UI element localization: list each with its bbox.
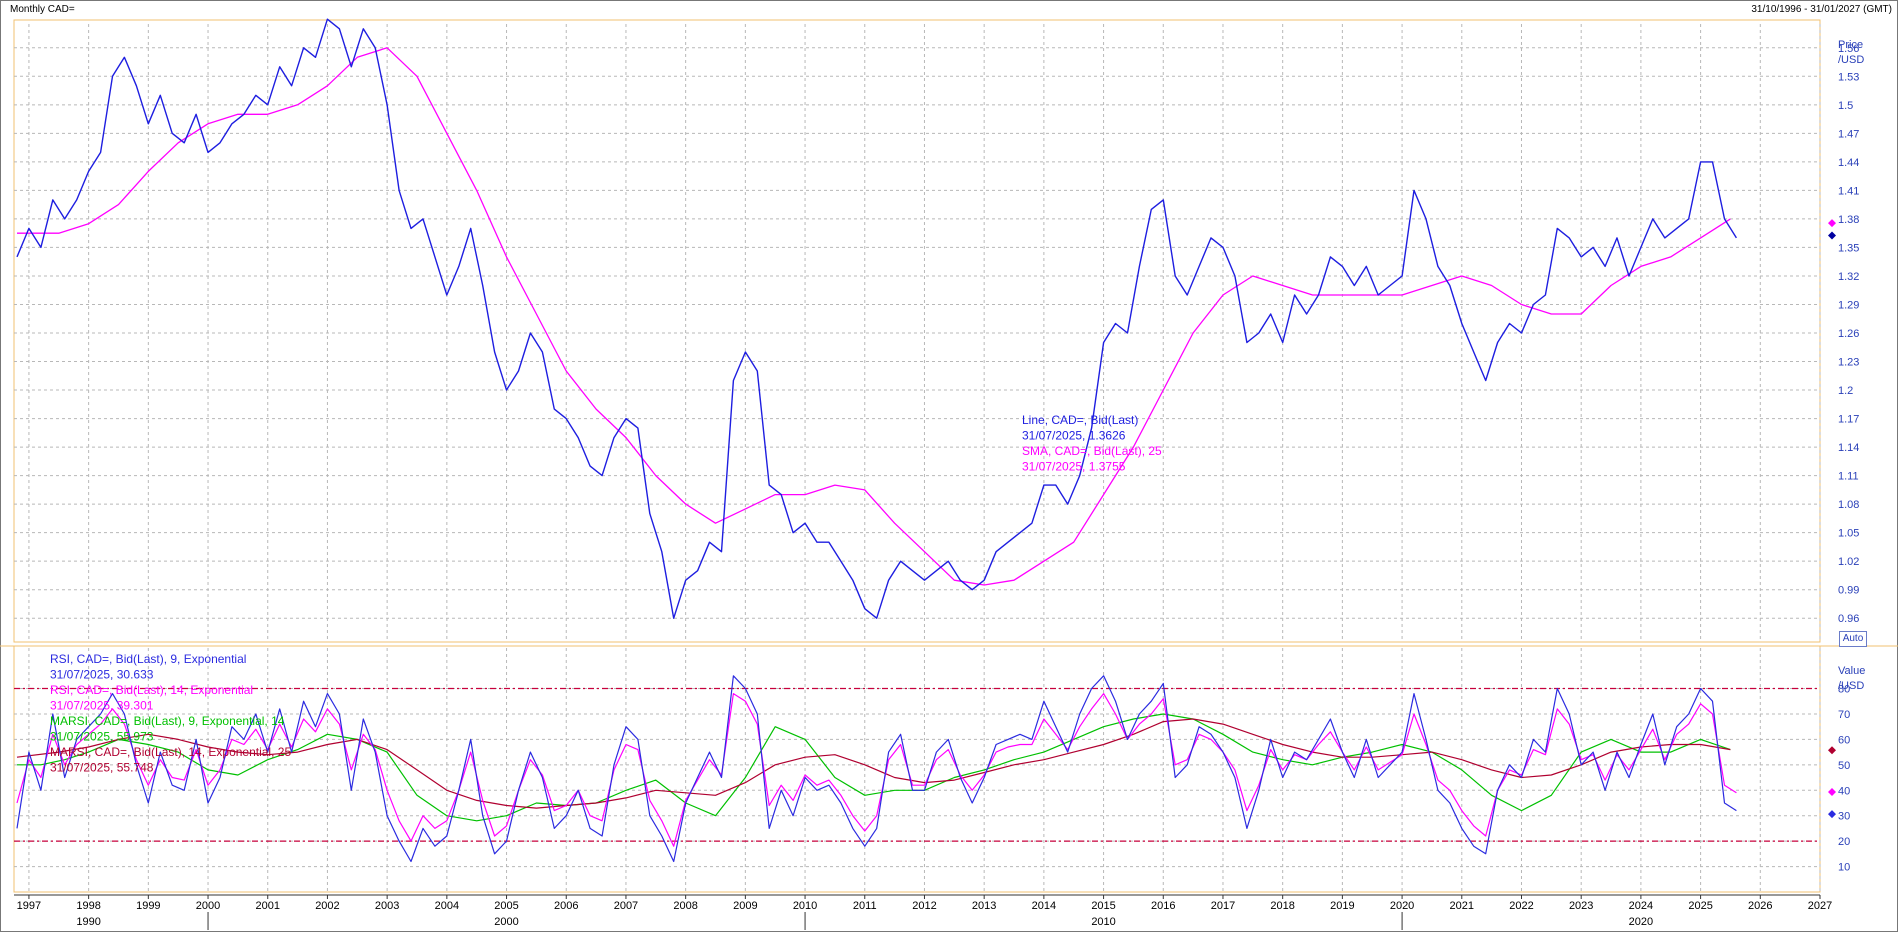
price-tick-label: 1.47 <box>1838 128 1859 140</box>
price-legend-entry: Line, CAD=, Bid(Last) <box>1022 413 1138 427</box>
indicator-legend-entry: RSI, CAD=, Bid(Last), 9, Exponential <box>50 652 246 666</box>
indicator-tick-label: 70 <box>1838 709 1850 721</box>
auto-scale-button[interactable]: Auto <box>1839 631 1867 647</box>
price-axis-label: Price <box>1838 39 1863 51</box>
year-tick-label: 2018 <box>1270 900 1294 912</box>
year-tick-label: 1998 <box>76 900 100 912</box>
year-tick-label: 2022 <box>1509 900 1533 912</box>
price-tick-label: 1.05 <box>1838 528 1859 540</box>
price-last-marker <box>1828 231 1836 240</box>
indicator-tick-label: 30 <box>1838 811 1850 823</box>
year-tick-label: 2005 <box>494 900 518 912</box>
price-tick-label: 1.11 <box>1838 471 1859 483</box>
price-tick-label: 0.96 <box>1838 613 1859 625</box>
year-tick-label: 2010 <box>793 900 817 912</box>
price-tick-label: 1.56 <box>1838 43 1859 55</box>
indicator-tick-label: 20 <box>1838 836 1850 848</box>
year-tick-label: 2017 <box>1211 900 1235 912</box>
indicator-legend-entry: 31/07/2025, 55.973 <box>50 730 154 744</box>
year-tick-label: 1997 <box>17 900 41 912</box>
rsi-9-line <box>16 675 1737 863</box>
year-tick-label: 2000 <box>196 900 220 912</box>
price-tick-label: 1.5 <box>1838 100 1853 112</box>
year-tick-label: 2023 <box>1569 900 1593 912</box>
price-tick-label: 1.53 <box>1838 71 1859 83</box>
price-tick-label: 1.14 <box>1838 442 1859 454</box>
year-tick-label: 2015 <box>1091 900 1115 912</box>
rsi-14-line <box>16 692 1737 847</box>
price-tick-label: 0.99 <box>1838 585 1859 597</box>
year-tick-label: 2009 <box>733 900 757 912</box>
year-tick-label: 2021 <box>1450 900 1474 912</box>
decade-label: 2020 <box>1629 916 1653 928</box>
year-tick-label: 1999 <box>136 900 160 912</box>
indicator-tick-label: 50 <box>1838 760 1850 772</box>
indicator-legend-entry: 31/07/2025, 39.301 <box>50 699 154 713</box>
decade-label: 2010 <box>1091 916 1115 928</box>
price-tick-label: 1.29 <box>1838 299 1859 311</box>
price-legend-entry: 31/07/2025, 1.3755 <box>1022 460 1126 474</box>
indicator-legend-entry: MARSI, CAD=, Bid(Last), 14, Exponential,… <box>50 745 291 759</box>
year-tick-label: 2007 <box>614 900 638 912</box>
price-tick-label: 1.44 <box>1838 157 1859 169</box>
price-tick-label: 1.38 <box>1838 214 1859 226</box>
price-legend-entry: SMA, CAD=, Bid(Last), 25 <box>1022 444 1162 458</box>
indicator-tick-label: 60 <box>1838 734 1850 746</box>
indicator-tick-label: 80 <box>1838 684 1850 696</box>
year-tick-label: 2008 <box>673 900 697 912</box>
chart-title: Monthly CAD= <box>10 4 75 15</box>
price-tick-label: 1.32 <box>1838 271 1859 283</box>
price-line <box>16 18 1737 619</box>
price-tick-label: 1.2 <box>1838 385 1853 397</box>
indicator-axis-label: Value <box>1838 665 1865 677</box>
price-tick-label: 1.26 <box>1838 328 1859 340</box>
indicator-legend-entry: 31/07/2025, 30.633 <box>50 668 154 682</box>
year-tick-label: 2027 <box>1808 900 1832 912</box>
price-axis-unit: /USD <box>1838 54 1864 66</box>
indicator-last-marker <box>1828 810 1836 819</box>
year-tick-label: 2024 <box>1629 900 1653 912</box>
indicator-legend-entry: 31/07/2025, 55.748 <box>50 761 154 775</box>
decade-label: 1990 <box>76 916 100 928</box>
indicator-panel-frame <box>13 645 1821 893</box>
price-panel-frame <box>13 19 1821 643</box>
year-tick-label: 2011 <box>853 900 877 912</box>
price-tick-label: 1.23 <box>1838 357 1859 369</box>
marsi-14-line <box>16 718 1731 809</box>
price-tick-label: 1.35 <box>1838 242 1859 254</box>
year-tick-label: 2006 <box>554 900 578 912</box>
indicator-axis-unit: /USD <box>1838 680 1864 692</box>
price-tick-label: 1.41 <box>1838 185 1859 197</box>
indicator-tick-label: 10 <box>1838 862 1850 874</box>
decade-label: 2000 <box>494 916 518 928</box>
price-tick-label: 1.02 <box>1838 556 1859 568</box>
indicator-legend-entry: MARSI, CAD=, Bid(Last), 9, Exponential, … <box>50 714 285 728</box>
year-tick-label: 2002 <box>315 900 339 912</box>
year-tick-label: 2013 <box>972 900 996 912</box>
price-tick-label: 1.08 <box>1838 499 1859 511</box>
year-tick-label: 2025 <box>1688 900 1712 912</box>
year-tick-label: 2019 <box>1330 900 1354 912</box>
sma-last-marker <box>1828 219 1836 228</box>
indicator-last-marker <box>1828 788 1836 797</box>
date-range: 31/10/1996 - 31/01/2027 (GMT) <box>1751 4 1892 15</box>
year-tick-label: 2004 <box>435 900 459 912</box>
indicator-legend-entry: RSI, CAD=, Bid(Last), 14, Exponential <box>50 683 253 697</box>
year-tick-label: 2003 <box>375 900 399 912</box>
year-tick-label: 2020 <box>1390 900 1414 912</box>
year-tick-label: 2026 <box>1748 900 1772 912</box>
price-tick-label: 1.17 <box>1838 414 1859 426</box>
indicator-tick-label: 40 <box>1838 785 1850 797</box>
price-legend-entry: 31/07/2025, 1.3626 <box>1022 429 1126 443</box>
indicator-last-marker <box>1828 746 1836 755</box>
year-tick-label: 2001 <box>255 900 279 912</box>
year-tick-label: 2012 <box>912 900 936 912</box>
year-tick-label: 2016 <box>1151 900 1175 912</box>
year-tick-label: 2014 <box>1032 900 1056 912</box>
